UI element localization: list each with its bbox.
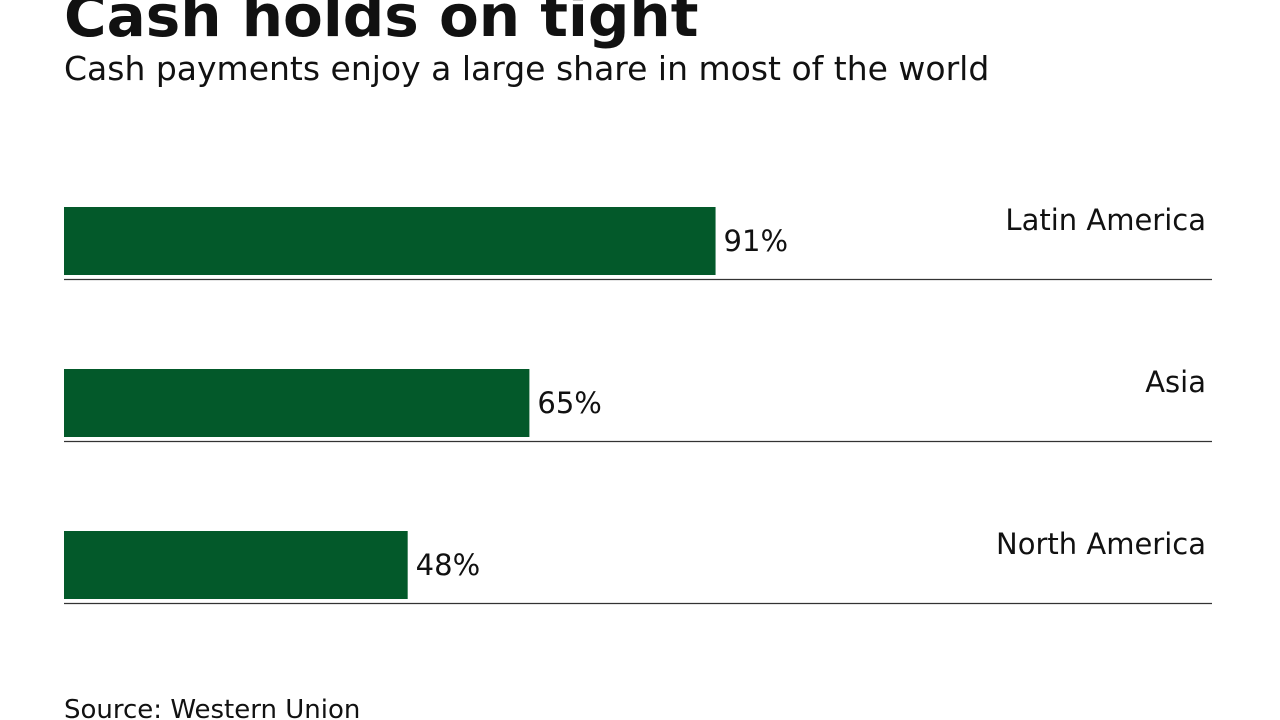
bar [64, 531, 408, 599]
value-label: 65% [537, 386, 601, 420]
source: Source: Western Union [64, 695, 360, 720]
category-label: Latin America [1005, 203, 1206, 237]
bar [64, 207, 716, 275]
category-label: North America [996, 527, 1206, 561]
value-label: 91% [724, 224, 788, 258]
chart-title: Cash holds on tight [64, 0, 698, 50]
category-label: Asia [1145, 365, 1206, 399]
value-label: 48% [416, 548, 480, 582]
bar [64, 369, 530, 437]
chart-subtitle: Cash payments enjoy a large share in mos… [64, 49, 989, 88]
